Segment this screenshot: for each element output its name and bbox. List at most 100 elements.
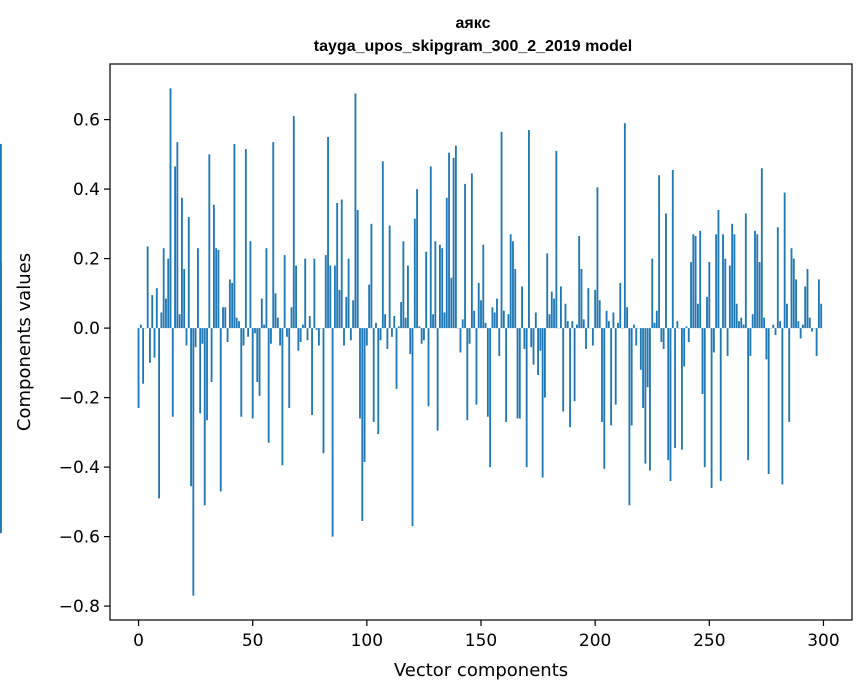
- bar-component-26: [196, 248, 199, 329]
- bar-component-183: [555, 150, 558, 329]
- bar-component-84: [329, 265, 332, 329]
- y-tick-label: −0.6: [59, 528, 100, 548]
- x-tick-label: 300: [807, 631, 839, 651]
- bar-component-135: [445, 197, 448, 329]
- bar-component-228: [658, 175, 660, 329]
- bar-component-220: [639, 328, 642, 370]
- bar-component-46: [242, 328, 245, 346]
- bar-component-186: [562, 328, 565, 412]
- bar-component-105: [377, 328, 380, 435]
- bar-component-259: [728, 265, 731, 329]
- bar-component-37: [222, 307, 224, 329]
- bar-component-7: [153, 328, 156, 358]
- bar-component-272: [758, 262, 761, 329]
- bar-component-145: [468, 328, 471, 344]
- bar-component-238: [681, 328, 683, 450]
- bar-component-278: [772, 324, 775, 329]
- bar-component-291: [802, 324, 804, 329]
- bar-component-138: [452, 157, 455, 329]
- bar-component-167: [518, 328, 521, 419]
- bar-component-197: [587, 288, 590, 329]
- bar-component-112: [393, 315, 396, 329]
- bar-component-114: [397, 326, 400, 329]
- bar-component-146: [470, 173, 473, 329]
- y-axis-ticks: −0.8 −0.6 −0.4 −0.2 0.0 0.2 0.4 0.6: [59, 111, 110, 617]
- bar-component-69: [295, 265, 297, 329]
- plot-area-frame: [109, 63, 853, 621]
- bar-component-247: [701, 328, 704, 395]
- bar-component-234: [671, 169, 674, 329]
- bar-component-165: [514, 269, 517, 329]
- x-axis-label: Vector components: [394, 660, 568, 681]
- bar-component-205: [605, 310, 608, 329]
- bar-component-2: [142, 328, 145, 384]
- bar-component-153: [486, 328, 489, 417]
- bar-component-200: [594, 289, 597, 329]
- bar-component-279: [774, 328, 777, 336]
- bar-component-256: [722, 234, 724, 329]
- bar-component-179: [546, 253, 549, 329]
- bar-component-134: [443, 312, 446, 329]
- bar-component-241: [687, 328, 690, 342]
- bar-component-102: [370, 223, 373, 329]
- bar-component-265: [742, 324, 745, 329]
- bar-component-136: [448, 152, 450, 329]
- bar-component-54: [260, 298, 263, 329]
- bar-component-14: [169, 88, 172, 329]
- bar-component-154: [489, 328, 492, 468]
- y-tick-label: −0.2: [59, 389, 100, 409]
- bar-component-115: [400, 302, 403, 329]
- bar-component-34: [215, 248, 218, 329]
- bar-component-192: [575, 324, 578, 329]
- bar-component-25: [194, 328, 197, 348]
- bar-component-0: [137, 328, 140, 409]
- bar-component-210: [617, 322, 619, 329]
- bar-component-21: [185, 328, 188, 346]
- bar-component-52: [256, 328, 259, 382]
- bar-component-59: [272, 142, 275, 329]
- bar-component-222: [644, 328, 647, 464]
- bar-component-152: [484, 322, 487, 329]
- bar-component-91: [345, 296, 348, 329]
- chart-subtitle: tayga_upos_skipgram_300_2_2019 model: [314, 38, 632, 55]
- x-tick-label: 250: [693, 631, 725, 651]
- bar-component-199: [591, 328, 594, 346]
- bar-component-253: [715, 234, 718, 329]
- bar-component-151: [482, 244, 485, 329]
- y-tick-label: −0.8: [59, 597, 100, 617]
- bar-component-249: [706, 296, 708, 329]
- bar-component-180: [548, 314, 551, 329]
- bar-component-156: [493, 312, 496, 329]
- bar-component-246: [699, 230, 702, 329]
- bar-component-173: [532, 328, 535, 365]
- bar-component-41: [231, 282, 234, 329]
- bar-component-174: [534, 312, 537, 329]
- bar-component-244: [694, 236, 697, 329]
- bar-component-97: [359, 328, 361, 419]
- x-tick-label: 50: [242, 631, 264, 651]
- bar-component-143: [464, 183, 466, 329]
- bar-component-297: [815, 328, 818, 356]
- bar-component-undefined: [0, 328, 2, 534]
- bar-component-270: [754, 230, 756, 329]
- bar-component-226: [653, 322, 656, 329]
- bar-component-32: [210, 328, 213, 382]
- bar-component-undefined: [0, 328, 2, 336]
- y-tick-label: 0.6: [73, 111, 100, 131]
- bar-component-243: [692, 234, 695, 329]
- bar-component-262: [735, 303, 738, 329]
- bar-component-230: [662, 328, 665, 349]
- bar-component-159: [500, 131, 503, 329]
- bar-component-229: [660, 328, 663, 342]
- bar-component-169: [523, 328, 526, 349]
- bar-component-29: [203, 328, 206, 506]
- bar-component-119: [409, 328, 412, 355]
- bar-component-89: [340, 199, 343, 329]
- bar-component-223: [646, 328, 649, 388]
- bar-component-171: [528, 130, 530, 329]
- bar-component-77: [313, 258, 316, 329]
- bar-component-218: [635, 328, 638, 346]
- bar-component-240: [685, 326, 688, 329]
- bar-component-149: [477, 282, 480, 329]
- bar-component-182: [553, 298, 555, 329]
